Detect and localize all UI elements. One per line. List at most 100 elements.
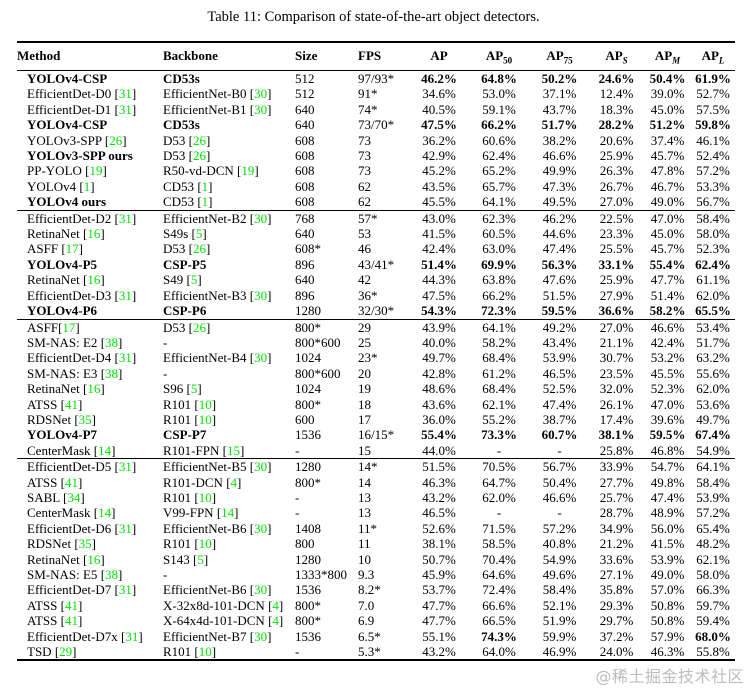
- citation-ref[interactable]: 31: [118, 459, 132, 475]
- value-cell-ap50: 62.1%: [482, 396, 516, 412]
- citation-ref[interactable]: 30: [254, 350, 268, 366]
- fps-cell: 7.0: [358, 597, 375, 613]
- value-cell-ap: 43.2%: [422, 644, 456, 660]
- citation-ref[interactable]: 16: [87, 551, 101, 567]
- citation-ref[interactable]: 34: [67, 489, 81, 505]
- table-row: EfficientDet-D0 [31] EfficientNet-B0 [30]…: [17, 86, 735, 101]
- citation-ref[interactable]: 41: [64, 396, 78, 412]
- citation-ref[interactable]: 31: [118, 101, 132, 117]
- citation-ref[interactable]: 16: [87, 226, 101, 242]
- citation-ref[interactable]: 26: [109, 132, 123, 148]
- citation-ref[interactable]: 17: [62, 319, 76, 335]
- citation-ref[interactable]: 38: [105, 567, 119, 582]
- citation-ref[interactable]: 26: [192, 319, 206, 335]
- table-row: EfficientDet-D3 [31] EfficientNet-B3 [30]…: [17, 288, 735, 303]
- backbone-cell: CSP-P7: [163, 427, 295, 442]
- citation-ref[interactable]: 10: [198, 411, 212, 427]
- method-cell-label: ASFF: [27, 319, 59, 335]
- citation-ref[interactable]: 41: [64, 474, 78, 490]
- citation-ref[interactable]: 29: [59, 644, 73, 660]
- citation-ref[interactable]: 15: [226, 442, 240, 458]
- citation-ref[interactable]: 31: [118, 350, 132, 366]
- citation-ref[interactable]: 30: [254, 582, 268, 598]
- citation-ref[interactable]: 14: [98, 442, 112, 458]
- table-row: TSD [29] R101 [10] - 5.3* 43.2% 64.0% 46.9% 24.…: [17, 644, 735, 660]
- value-cell-apl: 65.5%: [695, 303, 731, 319]
- citation-ref[interactable]: 1: [83, 178, 91, 194]
- citation-ref[interactable]: 38: [105, 365, 119, 381]
- citation-ref[interactable]: 17: [65, 241, 79, 257]
- method-cell-label: EfficientDet-D3: [27, 287, 112, 303]
- value-cell-ap50: 64.8%: [481, 71, 517, 86]
- value-cell-apm: 55.4%: [649, 256, 686, 272]
- citation-ref[interactable]: 5: [195, 226, 203, 242]
- citation-ref[interactable]: 30: [254, 287, 268, 303]
- value-cell-apl: 63.2%: [696, 350, 730, 366]
- citation-ref[interactable]: 1: [201, 178, 209, 194]
- value-cell-apm: 47.0%: [650, 396, 685, 412]
- value-cell-aps: 20.6%: [599, 132, 634, 148]
- value-cell-ap75: 46.5%: [542, 365, 577, 381]
- size-cell: 800*: [295, 319, 321, 335]
- value-cell-apm: 48.9%: [650, 505, 685, 521]
- citation-ref[interactable]: 31: [118, 287, 132, 303]
- citation-ref[interactable]: 19: [89, 163, 103, 179]
- citation-ref[interactable]: 31: [125, 628, 139, 644]
- citation-ref[interactable]: 10: [198, 396, 212, 412]
- citation-ref[interactable]: 16: [87, 272, 101, 288]
- value-cell-ap50: 62.0%: [482, 489, 516, 505]
- citation-ref[interactable]: 35: [78, 536, 92, 552]
- value-cell-ap75: 56.7%: [542, 459, 577, 475]
- column-header-subscript: S: [622, 55, 628, 66]
- value-cell-ap75: 57.2%: [542, 520, 577, 536]
- citation-ref[interactable]: 35: [78, 411, 92, 427]
- citation-ref[interactable]: 19: [241, 163, 255, 179]
- value-cell-ap: 43.0%: [422, 210, 456, 226]
- column-header-ap: AP: [430, 48, 448, 63]
- citation-ref[interactable]: 10: [198, 644, 212, 660]
- citation-ref[interactable]: 30: [254, 101, 268, 117]
- backbone-cell: D53 [26]: [163, 132, 211, 148]
- citation-ref[interactable]: 30: [254, 210, 268, 226]
- value-cell-aps: 25.9%: [599, 272, 634, 288]
- citation-ref[interactable]: 5: [197, 551, 204, 567]
- citation-ref[interactable]: 1: [201, 194, 209, 210]
- citation-ref[interactable]: 31: [118, 210, 132, 226]
- citation-ref[interactable]: 26: [192, 241, 206, 257]
- citation-ref[interactable]: 38: [105, 334, 119, 350]
- detectors-table: Method Backbone Size FPS AP AP50 AP75 APS APM APL…: [17, 41, 735, 662]
- backbone-cell: EfficientNet-B6 [30]: [163, 520, 272, 536]
- value-cell-apm: 58.2%: [649, 303, 686, 319]
- citation-ref[interactable]: 41: [64, 613, 78, 629]
- method-cell-label: YOLOv3-SPP: [27, 132, 102, 148]
- value-cell-apl: 58.4%: [696, 210, 730, 226]
- value-cell-ap50: 72.4%: [482, 582, 516, 598]
- citation-ref[interactable]: 30: [254, 628, 268, 644]
- method-cell: RetinaNet [16]: [27, 381, 105, 397]
- citation-ref[interactable]: 5: [190, 272, 198, 288]
- citation-ref[interactable]: 14: [98, 505, 112, 521]
- value-cell-ap50: 61.2%: [482, 365, 516, 381]
- citation-ref[interactable]: 41: [64, 597, 78, 613]
- value-cell-ap50: 69.9%: [481, 256, 517, 272]
- citation-ref[interactable]: 4: [272, 613, 279, 629]
- citation-ref[interactable]: 31: [118, 582, 132, 598]
- citation-ref[interactable]: 14: [221, 505, 235, 521]
- citation-ref[interactable]: 30: [254, 86, 268, 102]
- citation-ref[interactable]: 31: [118, 86, 132, 102]
- citation-ref[interactable]: 4: [230, 474, 238, 490]
- citation-ref[interactable]: 31: [118, 520, 132, 536]
- column-header-subscript: L: [718, 55, 725, 66]
- backbone-cell-label: EfficientNet-B6: [163, 582, 247, 598]
- fps-cell: 62: [358, 178, 371, 194]
- citation-ref[interactable]: 10: [198, 489, 212, 505]
- citation-ref[interactable]: 10: [198, 536, 212, 552]
- citation-ref[interactable]: 26: [192, 132, 206, 148]
- citation-ref[interactable]: 30: [254, 520, 268, 536]
- citation-ref[interactable]: 30: [254, 459, 268, 475]
- citation-ref[interactable]: 5: [190, 381, 198, 397]
- citation-ref[interactable]: 26: [192, 148, 206, 164]
- citation-ref[interactable]: 4: [272, 597, 279, 613]
- citation-ref[interactable]: 16: [87, 381, 101, 397]
- value-cell-ap: 45.9%: [422, 567, 456, 582]
